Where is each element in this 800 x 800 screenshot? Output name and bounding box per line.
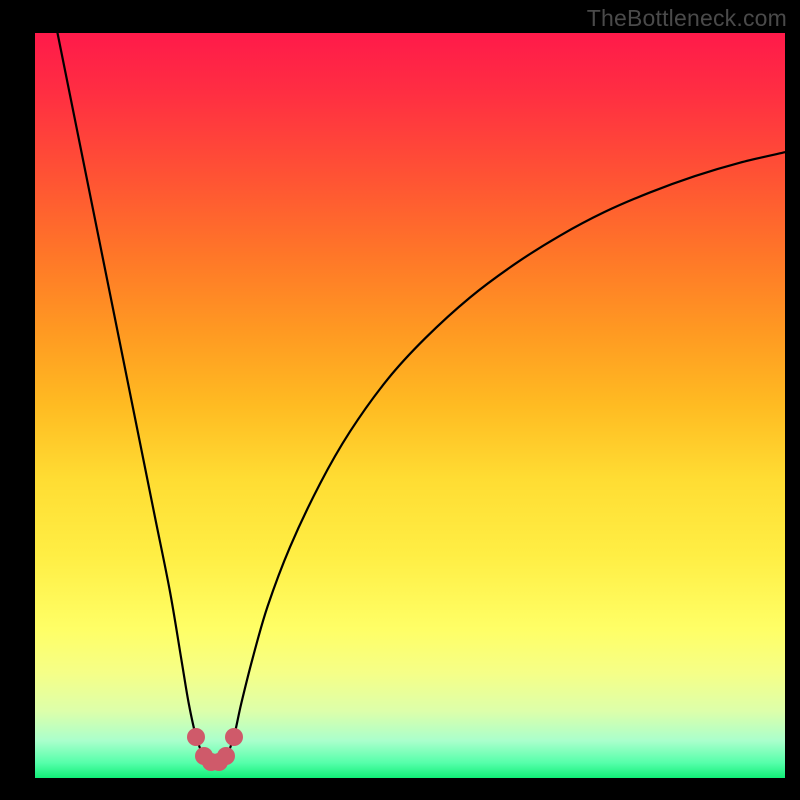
highlight-marker [187,728,205,746]
watermark-text: TheBottleneck.com [587,5,787,32]
highlight-marker [225,728,243,746]
highlight-marker [217,747,235,765]
chart-plot-area [35,33,785,778]
